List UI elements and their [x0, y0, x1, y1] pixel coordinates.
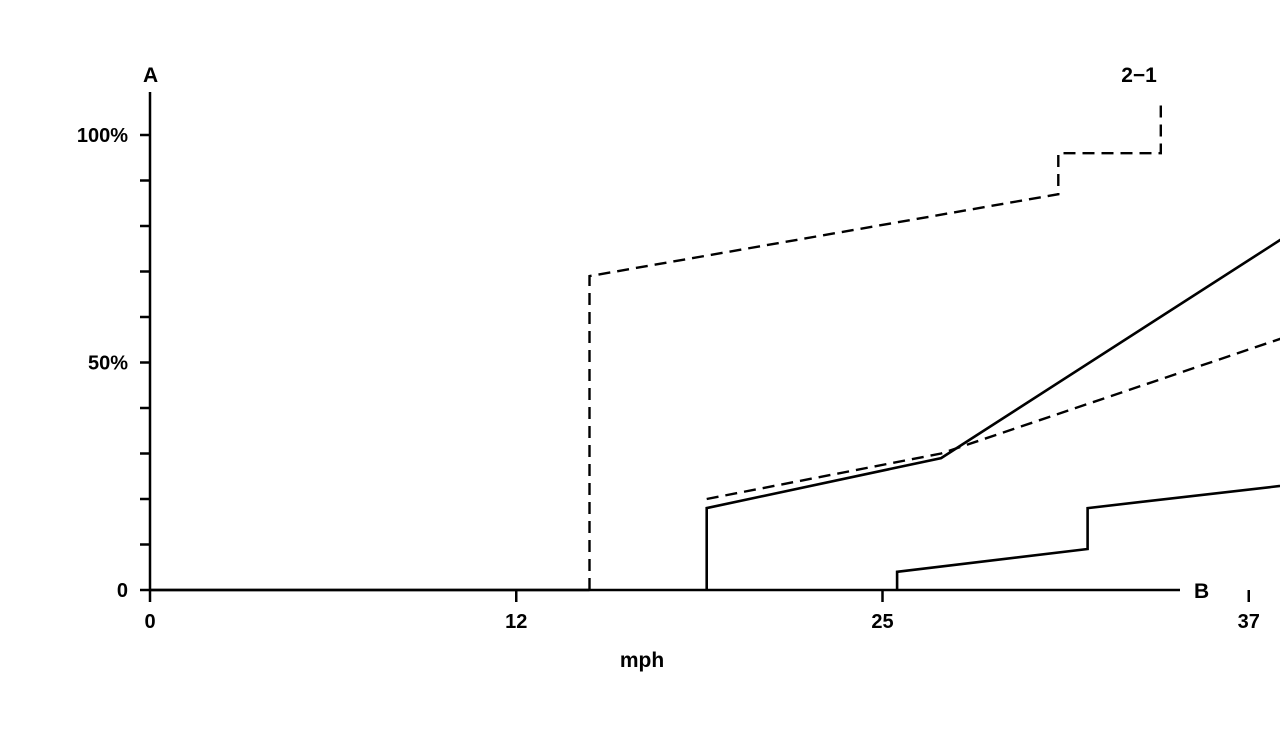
series-line-2-1	[588, 98, 1162, 590]
y-axis-end-label: A	[143, 64, 158, 87]
series-lines	[150, 98, 1280, 592]
series-labels: 2−11−23−22−34−33−4	[1121, 64, 1157, 87]
axes: 012253750627587100112125137 050%100%	[77, 92, 1260, 633]
x-tick-label: 25	[871, 611, 893, 633]
series-line-1-2	[705, 238, 1280, 590]
series-line-2-3	[895, 484, 1280, 590]
x-axis-title: mph	[620, 649, 664, 672]
y-tick-label: 0	[117, 580, 128, 602]
series-label: 2−1	[1121, 64, 1157, 87]
y-ticks: 0 50% 100%	[77, 125, 150, 602]
series-line-3-2	[706, 337, 1280, 501]
x-tick-label: 0	[144, 611, 155, 633]
x-tick-label: 12	[505, 611, 527, 633]
x-ticks: 012253750627587100112125137	[144, 590, 1260, 633]
x-tick-label: 37	[1238, 611, 1260, 633]
y-tick-label: 100%	[77, 125, 128, 147]
x-axis-end-label: B	[1194, 580, 1209, 603]
y-tick-label: 50%	[88, 353, 128, 375]
